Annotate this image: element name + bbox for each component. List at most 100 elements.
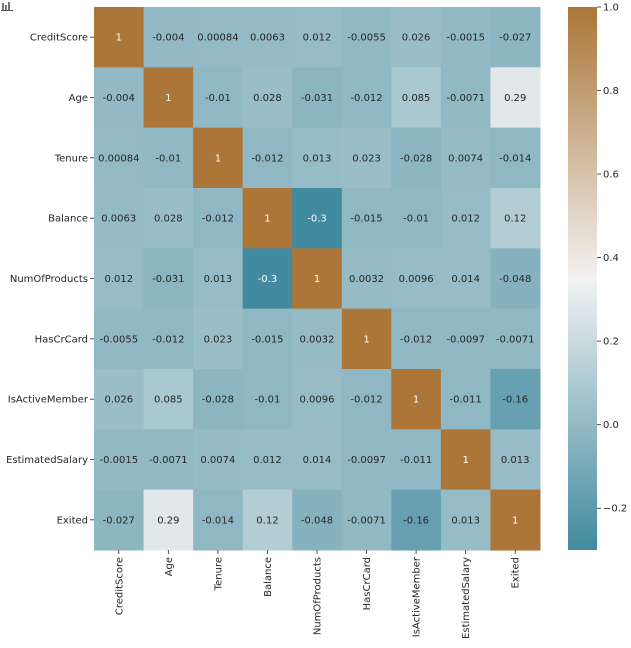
y-tick-label: Age <box>69 93 88 104</box>
heatmap-cell <box>242 369 293 430</box>
heatmap-cell <box>292 7 343 68</box>
heatmap-cell <box>94 7 145 68</box>
heatmap-cell <box>341 7 392 68</box>
cell-annotation: 1 <box>215 153 221 164</box>
heatmap-cell <box>242 248 293 310</box>
y-tick-label: NumOfProducts <box>10 274 88 285</box>
cell-annotation: -0.048 <box>301 515 333 526</box>
cell-annotation: 1 <box>116 33 122 44</box>
colorbar-tick-label: 0.4 <box>603 253 619 264</box>
bar-chart-icon <box>1 2 13 11</box>
y-tick-label: IsActiveMember <box>8 395 89 406</box>
cell-annotation: -0.015 <box>350 214 382 225</box>
heatmap-cell <box>490 308 541 370</box>
x-tick-label: CreditScore <box>114 557 125 615</box>
cell-annotation: 1 <box>165 93 171 104</box>
cell-annotation: 0.29 <box>504 93 526 104</box>
cell-annotation: -0.031 <box>301 93 333 104</box>
cell-annotation: 0.028 <box>253 93 282 104</box>
cell-annotation: 0.013 <box>501 455 530 466</box>
cell-annotation: -0.015 <box>251 334 283 345</box>
cell-annotation: 0.013 <box>204 274 233 285</box>
heatmap-cell <box>440 248 491 310</box>
cell-annotation: 0.0074 <box>200 455 235 466</box>
cell-annotation: -0.012 <box>152 334 184 345</box>
x-tick-label: EstimatedSalary <box>461 557 472 639</box>
cell-annotation: -0.011 <box>450 395 482 406</box>
cell-annotation: 0.012 <box>253 455 282 466</box>
cell-annotation: -0.01 <box>155 153 181 164</box>
x-tick-label: HasCrCard <box>362 557 373 610</box>
heatmap-cell <box>490 489 541 551</box>
heatmap-cell <box>143 67 194 129</box>
heatmap-cell <box>94 429 145 491</box>
colorbar-tick-label: 0.0 <box>603 420 619 431</box>
heatmap-cell <box>490 127 541 189</box>
heatmap-cell <box>242 127 293 189</box>
heatmap-cell <box>391 489 442 551</box>
cell-annotation: 1 <box>413 395 419 406</box>
cell-annotation: -0.0071 <box>496 334 535 345</box>
heatmap-cell <box>341 369 392 430</box>
y-tick-label: Exited <box>57 515 88 526</box>
x-tick-label: Age <box>164 557 175 576</box>
cell-annotation: 0.0074 <box>448 153 483 164</box>
heatmap-cell <box>341 127 392 189</box>
cell-annotation: 0.023 <box>204 334 233 345</box>
cell-annotation: 1 <box>314 274 320 285</box>
heatmap-cell <box>490 188 541 249</box>
cell-annotation: -0.031 <box>152 274 184 285</box>
cell-annotation: -0.012 <box>350 93 382 104</box>
heatmap-cell <box>292 67 343 129</box>
cell-annotation: -0.0071 <box>347 515 386 526</box>
heatmap-cell <box>440 7 491 68</box>
heatmap-cell <box>242 7 293 68</box>
cell-annotation: 0.026 <box>104 395 133 406</box>
heatmap-cell <box>391 127 442 189</box>
cell-annotation: 0.0063 <box>250 33 285 44</box>
cell-annotation: -0.012 <box>400 334 432 345</box>
heatmap-cell <box>193 429 244 491</box>
heatmap-cell <box>490 369 541 430</box>
cell-annotation: -0.012 <box>202 214 234 225</box>
cell-annotation: -0.014 <box>499 153 531 164</box>
cell-annotation: 1 <box>363 334 369 345</box>
heatmap-cell <box>391 67 442 129</box>
heatmap-cell <box>440 489 491 551</box>
cell-annotation: 0.012 <box>451 214 480 225</box>
heatmap-cell <box>292 429 343 491</box>
cell-annotation: 0.014 <box>451 274 480 285</box>
x-tick-label: Exited <box>511 557 522 588</box>
cell-annotation: -0.012 <box>251 153 283 164</box>
cell-annotation: 1 <box>462 455 468 466</box>
heatmap-cell <box>391 7 442 68</box>
heatmap-cell <box>341 308 392 370</box>
heatmap-cell <box>440 127 491 189</box>
cell-annotation: -0.011 <box>400 455 432 466</box>
cell-annotation: -0.16 <box>403 515 429 526</box>
cell-annotation: 0.29 <box>157 515 179 526</box>
cell-annotation: 0.12 <box>504 214 526 225</box>
cell-annotation: 0.013 <box>303 153 332 164</box>
heatmap-cell <box>94 489 145 551</box>
y-axis-labels: CreditScore Age Tenure Balance NumOfProducts… <box>6 33 94 526</box>
heatmap-cell <box>341 489 392 551</box>
heatmap-cell <box>391 308 442 370</box>
heatmap-cells: 1 -0.004 0.00084 0.0063 0.012 -0.0055 0.026 -0.… <box>94 7 541 551</box>
y-tick-label: Balance <box>48 214 88 225</box>
heatmap-cell <box>440 429 491 491</box>
cell-annotation: 0.026 <box>402 33 431 44</box>
cell-annotation: 1 <box>264 214 270 225</box>
heatmap-cell <box>143 248 194 310</box>
cell-annotation: -0.0071 <box>446 93 485 104</box>
heatmap-cell <box>94 308 145 370</box>
heatmap-cell <box>193 127 244 189</box>
heatmap-cell <box>391 188 442 249</box>
cell-annotation: 0.023 <box>352 153 381 164</box>
cell-annotation: -0.012 <box>350 395 382 406</box>
cell-annotation: -0.028 <box>400 153 432 164</box>
heatmap-cell <box>341 429 392 491</box>
heatmap-cell <box>341 67 392 129</box>
cell-annotation: -0.0055 <box>347 33 386 44</box>
cell-annotation: -0.0071 <box>149 455 188 466</box>
